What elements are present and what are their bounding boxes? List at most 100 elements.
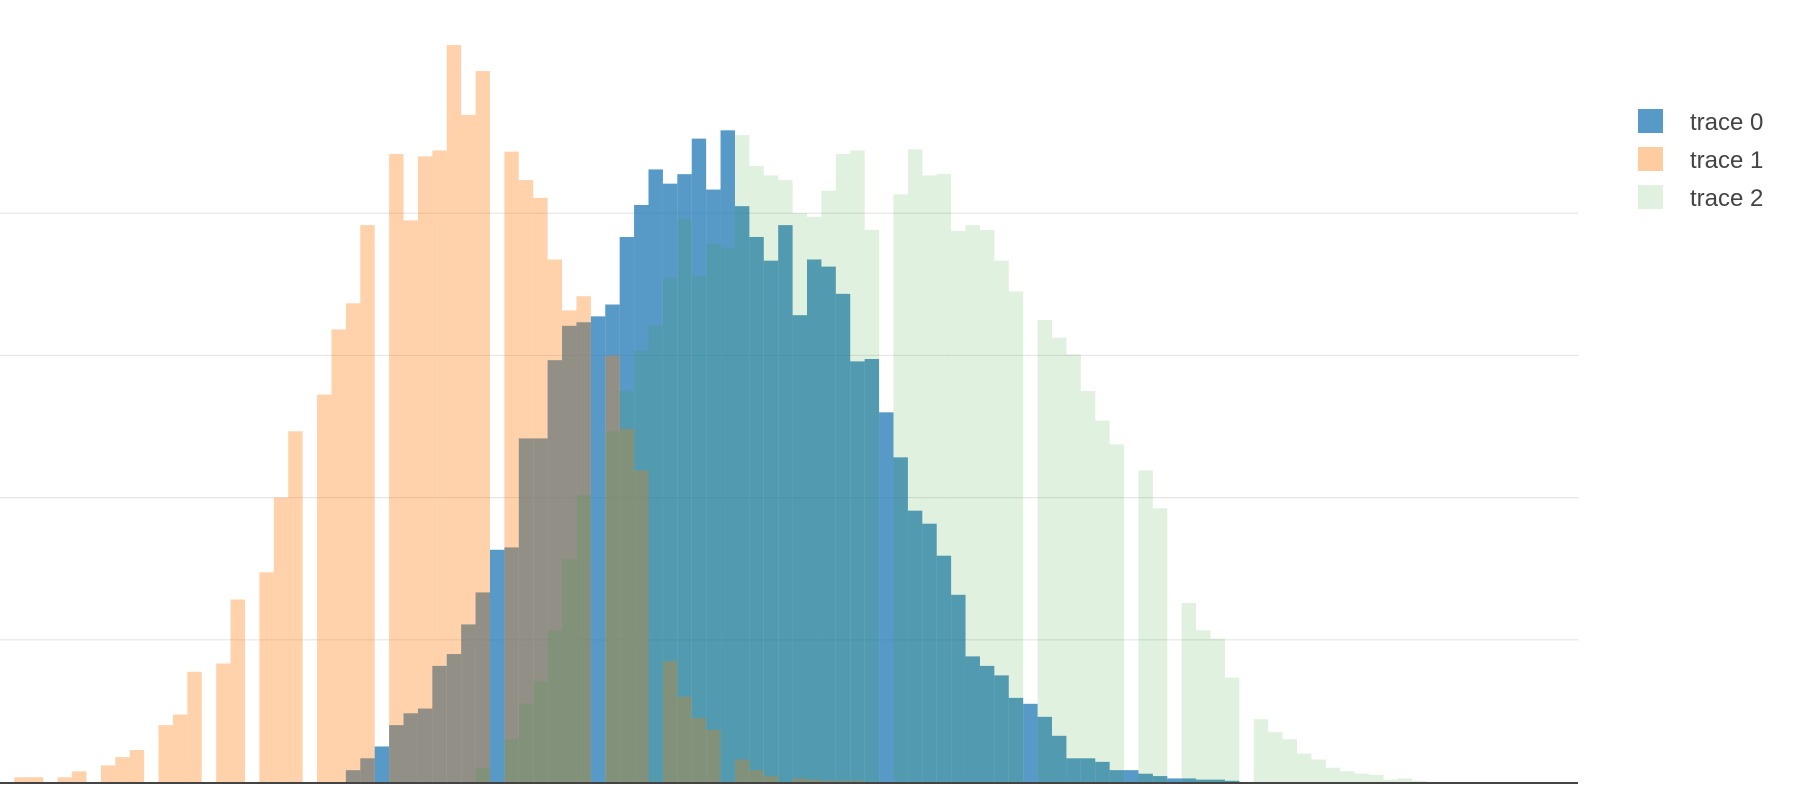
series-0-bar-58[interactable] (1181, 778, 1197, 782)
series-2-bar-43[interactable] (1181, 603, 1197, 782)
series-2-bar-0[interactable] (475, 767, 490, 782)
series-0-bar-33[interactable] (821, 266, 836, 782)
series-1-bar-27[interactable] (518, 180, 534, 782)
series-2-bar-5[interactable] (562, 559, 577, 782)
series-0-bar-18[interactable] (605, 304, 620, 782)
series-2-bar-22[interactable] (821, 190, 836, 782)
series-0-bar-56[interactable] (1152, 776, 1168, 782)
series-0-bar-43[interactable] (965, 656, 980, 782)
series-1-bar-37[interactable] (691, 718, 707, 782)
series-1-bar-36[interactable] (677, 696, 692, 782)
series-2-bar-55[interactable] (1369, 774, 1384, 782)
series-0-bar-61[interactable] (1224, 780, 1240, 782)
series-1-bar-31[interactable] (576, 296, 591, 782)
series-0-bar-22[interactable] (662, 183, 678, 783)
series-1-bar-14[interactable] (288, 431, 303, 782)
series-0-bar-52[interactable] (1095, 761, 1110, 782)
series-2-bar-44[interactable] (1196, 630, 1211, 782)
series-2-bar-48[interactable] (1268, 732, 1283, 782)
series-1-bar-25[interactable] (475, 71, 490, 782)
series-0-bar-55[interactable] (1138, 773, 1153, 782)
series-2-bar-24[interactable] (850, 150, 865, 782)
series-2-bar-58[interactable] (1412, 780, 1427, 782)
series-0-bar-8[interactable] (461, 624, 476, 782)
series-1-bar-16[interactable] (331, 329, 346, 782)
series-0-bar-4[interactable] (403, 713, 418, 782)
series-0-bar-54[interactable] (1124, 770, 1139, 782)
series-1-bar-39[interactable] (734, 759, 750, 782)
series-0-bar-15[interactable] (562, 325, 577, 782)
series-0-bar-42[interactable] (951, 594, 966, 782)
series-2-bar-46[interactable] (1224, 677, 1240, 782)
series-1-bar-13[interactable] (273, 497, 289, 782)
series-1-bar-1[interactable] (28, 777, 44, 782)
series-0-bar-3[interactable] (389, 725, 404, 782)
series-1-bar-44[interactable] (821, 780, 836, 782)
series-0-bar-44[interactable] (979, 665, 995, 782)
series-2-bar-23[interactable] (835, 154, 851, 783)
legend-item-0[interactable]: trace 0 (1638, 109, 1763, 136)
series-2-bar-34[interactable] (1008, 291, 1024, 782)
series-0-bar-29[interactable] (763, 260, 779, 783)
series-2-bar-45[interactable] (1210, 638, 1225, 782)
series-1-bar-24[interactable] (461, 114, 476, 783)
series-0-bar-23[interactable] (677, 174, 692, 782)
series-2-bar-26[interactable] (893, 194, 908, 782)
series-1-bar-17[interactable] (345, 303, 361, 782)
series-2-bar-33[interactable] (994, 260, 1009, 783)
series-0-bar-38[interactable] (893, 457, 908, 782)
series-2-bar-25[interactable] (864, 229, 880, 783)
series-0-bar-1[interactable] (360, 758, 375, 782)
series-1-bar-33[interactable] (619, 428, 635, 782)
series-1-bar-0[interactable] (14, 777, 29, 782)
series-0-bar-47[interactable] (1023, 703, 1038, 782)
series-0-bar-2[interactable] (374, 746, 390, 782)
series-1-bar-18[interactable] (360, 225, 375, 782)
series-1-bar-8[interactable] (172, 714, 188, 782)
series-0-bar-60[interactable] (1210, 779, 1225, 782)
series-2-bar-18[interactable] (763, 175, 779, 783)
series-2-bar-20[interactable] (792, 213, 808, 783)
series-0-bar-9[interactable] (475, 592, 490, 782)
series-1-bar-3[interactable] (72, 771, 87, 782)
series-0-bar-53[interactable] (1109, 770, 1125, 782)
series-0-bar-6[interactable] (432, 665, 447, 782)
series-0-bar-11[interactable] (504, 547, 519, 782)
series-0-bar-35[interactable] (850, 361, 865, 782)
series-0-bar-45[interactable] (994, 675, 1009, 782)
series-1-bar-11[interactable] (230, 599, 245, 782)
series-1-bar-34[interactable] (634, 470, 649, 782)
series-2-bar-29[interactable] (936, 174, 952, 782)
series-1-bar-4[interactable] (100, 765, 116, 782)
series-2-bar-42[interactable] (1152, 508, 1168, 782)
legend[interactable]: trace 0 trace 1 trace 2 (1638, 109, 1763, 212)
series-1-bar-12[interactable] (259, 572, 274, 782)
series-1-bar-45[interactable] (835, 780, 851, 782)
series-0-bar-12[interactable] (518, 438, 534, 782)
series-0-bar-0[interactable] (345, 770, 361, 782)
legend-item-2[interactable]: trace 2 (1638, 185, 1763, 212)
series-1-bar-42[interactable] (792, 778, 808, 782)
series-1-bar-10[interactable] (216, 663, 231, 782)
series-2-bar-19[interactable] (778, 180, 793, 782)
series-1-bar-23[interactable] (446, 45, 462, 783)
series-1-bar-28[interactable] (533, 197, 548, 782)
series-2-bar-10[interactable] (648, 325, 663, 782)
series-2-bar-21[interactable] (807, 216, 822, 782)
series-1-bar-46[interactable] (850, 780, 865, 782)
series-1-bar-38[interactable] (706, 729, 721, 782)
series-2-bar-41[interactable] (1138, 470, 1153, 782)
series-1-bar-2[interactable] (57, 777, 73, 782)
series-2-bar-35[interactable] (1037, 319, 1052, 782)
series-2-bar-39[interactable] (1095, 420, 1110, 782)
series-0-bar-49[interactable] (1052, 735, 1067, 782)
series-2-bar-13[interactable] (691, 276, 707, 782)
series-2-bar-15[interactable] (720, 247, 735, 783)
series-2-bar-51[interactable] (1311, 759, 1326, 782)
series-2-bar-27[interactable] (907, 149, 923, 783)
series-2-bar-3[interactable] (533, 681, 548, 782)
series-2-bar-28[interactable] (922, 175, 937, 783)
series-0-bar-17[interactable] (590, 316, 606, 782)
series-1-bar-29[interactable] (547, 259, 563, 782)
series-0-bar-21[interactable] (648, 169, 663, 782)
